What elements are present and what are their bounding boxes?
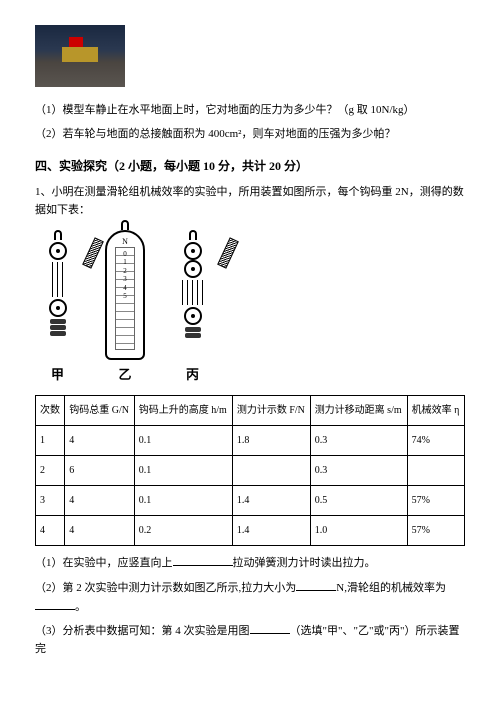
sub-question-2: （2）第 2 次实验中测力计示数如图乙所示,拉力大小为N,滑轮组的机械效率为。	[35, 579, 465, 616]
th-col4: 测力计示数 F/N	[232, 396, 310, 426]
th-col6: 机械效率 η	[407, 396, 464, 426]
th-col1: 次数	[36, 396, 65, 426]
spring-scale-icon	[82, 237, 104, 268]
blank-fill	[173, 554, 233, 566]
th-col5: 测力计移动距离 s/m	[310, 396, 407, 426]
device-yi-ruler: N 0 1 2 3 4 5	[105, 230, 145, 360]
pulley-diagram-row: N 0 1 2 3 4 5	[35, 230, 465, 360]
label-jia: 甲	[35, 365, 80, 386]
table-row: 2 6 0.1 0.3	[36, 456, 465, 486]
question-1: （1）模型车静止在水平地面上时，它对地面的压力为多少牛？（g 取 10N/kg）	[35, 102, 465, 120]
table-row: 3 4 0.1 1.4 0.5 57%	[36, 486, 465, 516]
sub-question-3: （3）分析表中数据可知：第 4 次实验是用图（选填"甲"、"乙"或"丙"）所示装…	[35, 622, 465, 658]
rover-image	[35, 25, 125, 87]
flag-icon	[69, 37, 83, 47]
table-row: 1 4 0.1 1.8 0.3 74%	[36, 426, 465, 456]
question-2: （2）若车轮与地面的总接触面积为 400cm²，则车对地面的压强为多少帕？	[35, 126, 465, 144]
table-row: 4 4 0.2 1.4 1.0 57%	[36, 516, 465, 546]
section-4-title: 四、实验探究（2 小题，每小题 10 分，共计 20 分）	[35, 157, 465, 176]
th-col2: 钩码总重 G/N	[65, 396, 134, 426]
sub-question-1: （1）在实验中，应竖直向上拉动弹簧测力计时读出拉力。	[35, 554, 465, 573]
blank-fill	[35, 598, 75, 610]
blank-fill	[250, 622, 290, 634]
label-bing: 丙	[170, 365, 215, 386]
blank-fill	[296, 579, 336, 591]
table-header-row: 次数 钩码总重 G/N 钩码上升的高度 h/m 测力计示数 F/N 测力计移动距…	[36, 396, 465, 426]
th-col3: 钩码上升的高度 h/m	[134, 396, 232, 426]
device-jia	[35, 230, 80, 360]
experiment-1-intro: 1、小明在测量滑轮组机械效率的实验中，所用装置如图所示，每个钩码重 2N，测得的…	[35, 184, 465, 219]
device-labels: 甲 乙 丙	[35, 365, 465, 386]
device-bing	[170, 230, 215, 360]
spring-scale-icon	[217, 237, 239, 268]
label-yi: 乙	[105, 365, 145, 386]
data-table: 次数 钩码总重 G/N 钩码上升的高度 h/m 测力计示数 F/N 测力计移动距…	[35, 395, 465, 546]
